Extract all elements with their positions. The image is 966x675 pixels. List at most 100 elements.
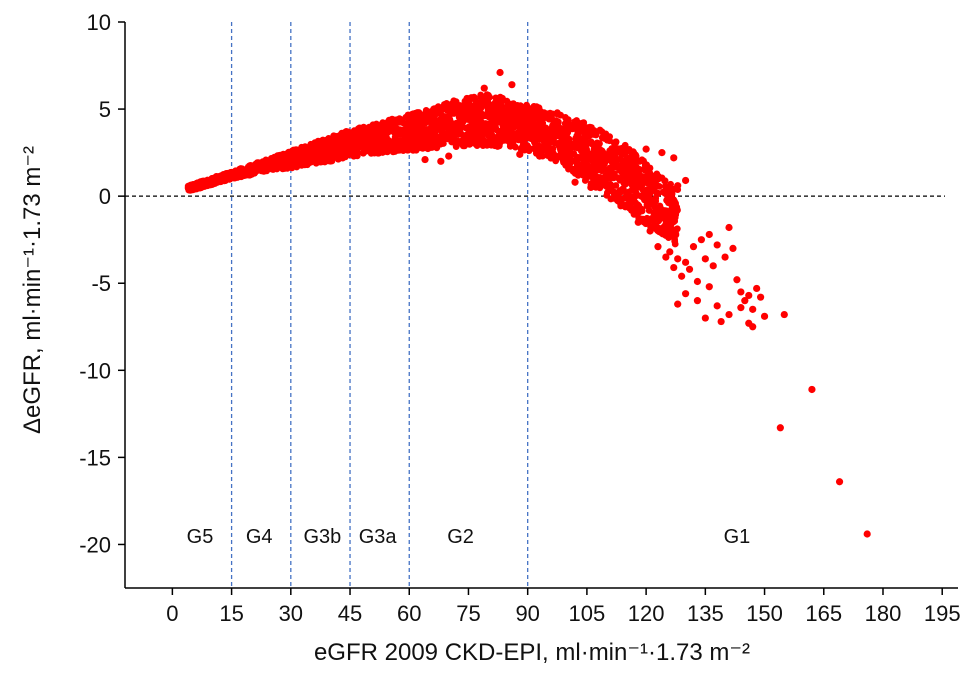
data-point: [553, 125, 561, 133]
data-point: [593, 139, 601, 147]
data-point: [470, 93, 478, 101]
data-point: [188, 186, 196, 193]
data-point: [618, 144, 626, 152]
data-point: [563, 159, 571, 167]
data-point: [496, 114, 504, 121]
stage-label: G3b: [303, 526, 341, 548]
data-point: [547, 151, 554, 159]
data-point: [573, 168, 580, 176]
data-point: [626, 166, 634, 173]
data-point: [357, 124, 365, 132]
data-point: [587, 170, 595, 178]
y-tick-label: -10: [79, 358, 111, 383]
data-point: [635, 209, 643, 217]
data-point: [674, 255, 682, 263]
data-point: [641, 165, 649, 172]
y-tick-label: -20: [79, 532, 111, 557]
data-point: [503, 130, 510, 138]
data-point: [652, 172, 660, 180]
data-point: [526, 105, 534, 113]
data-point: [391, 140, 398, 148]
data-point: [681, 290, 690, 298]
data-point: [506, 138, 513, 146]
data-point: [566, 125, 574, 132]
data-point: [655, 217, 663, 225]
data-point: [267, 162, 275, 170]
data-point: [658, 149, 666, 157]
data-point: [658, 174, 666, 182]
data-point: [733, 276, 741, 284]
data-point: [330, 142, 338, 150]
data-point: [713, 241, 721, 249]
data-point: [753, 284, 761, 293]
data-point: [835, 478, 844, 486]
y-tick-label: 5: [99, 97, 111, 122]
data-point: [628, 159, 635, 167]
data-point: [464, 125, 471, 133]
data-point: [359, 131, 366, 139]
data-point: [437, 110, 445, 118]
x-tick-label: 30: [279, 601, 303, 626]
data-point: [693, 297, 702, 305]
data-point: [674, 182, 682, 190]
x-axis-title: eGFR 2009 CKD-EPI, ml·min⁻¹·1.73 m⁻²: [314, 639, 750, 666]
data-point: [445, 152, 453, 160]
data-point: [606, 133, 613, 141]
data-point: [616, 189, 624, 197]
data-point: [397, 130, 405, 137]
data-point: [516, 150, 524, 158]
data-point: [458, 122, 466, 130]
data-point: [459, 113, 467, 121]
data-point: [228, 168, 236, 176]
data-point: [575, 154, 583, 162]
data-point: [642, 220, 650, 228]
x-tick-label: 135: [687, 601, 724, 626]
data-point: [452, 143, 460, 151]
data-point: [664, 220, 672, 228]
data-point: [745, 291, 753, 300]
data-point: [513, 102, 521, 110]
data-point: [422, 118, 430, 126]
data-point: [581, 177, 589, 184]
data-point: [612, 139, 620, 147]
data-point: [666, 187, 674, 195]
data-point: [465, 95, 472, 103]
data-point: [471, 128, 479, 136]
data-point: [540, 144, 548, 152]
data-point: [596, 126, 604, 134]
data-point: [444, 112, 452, 120]
data-point: [499, 106, 506, 113]
data-point: [418, 144, 426, 152]
data-point: [477, 93, 484, 101]
data-point: [403, 141, 410, 149]
data-point: [598, 167, 606, 175]
data-point: [514, 136, 522, 144]
data-point: [496, 68, 504, 77]
data-point: [668, 194, 676, 202]
data-point: [275, 157, 282, 165]
data-point: [678, 272, 686, 280]
data-point: [437, 157, 445, 165]
data-point: [321, 150, 329, 158]
data-point: [611, 151, 619, 159]
data-point: [645, 207, 653, 214]
data-point: [725, 223, 733, 232]
data-point: [535, 120, 542, 128]
data-point: [525, 113, 533, 120]
data-point: [454, 137, 462, 145]
x-tick-label: 150: [746, 601, 783, 626]
data-point: [634, 218, 642, 226]
data-point: [327, 156, 335, 164]
data-point: [605, 167, 613, 175]
data-point: [248, 166, 256, 174]
data-point: [537, 136, 544, 143]
data-point: [560, 140, 568, 148]
data-point: [626, 199, 634, 207]
data-point: [311, 139, 319, 147]
data-point: [240, 168, 248, 176]
data-point: [642, 145, 650, 153]
y-axis-title: ΔeGFR, ml·min⁻¹·1.73 m⁻²: [19, 146, 46, 434]
data-point: [281, 162, 288, 170]
data-point: [351, 136, 359, 143]
